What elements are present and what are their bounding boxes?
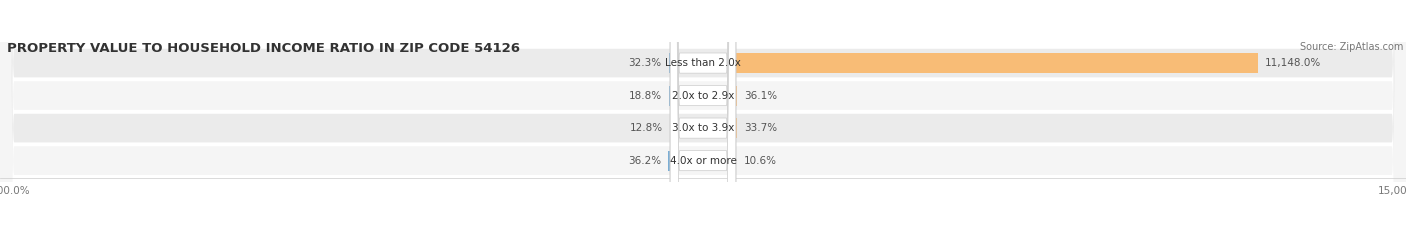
Text: 33.7%: 33.7% [744, 123, 778, 133]
Text: 18.8%: 18.8% [628, 91, 662, 101]
FancyBboxPatch shape [671, 0, 735, 233]
FancyBboxPatch shape [671, 0, 735, 233]
Text: 32.3%: 32.3% [628, 58, 662, 68]
Bar [735, 118, 737, 138]
Text: 3.0x to 3.9x: 3.0x to 3.9x [672, 123, 734, 133]
Bar [669, 53, 671, 73]
Text: 11,148.0%: 11,148.0% [1265, 58, 1322, 68]
Text: 36.2%: 36.2% [628, 156, 661, 166]
FancyBboxPatch shape [671, 0, 735, 233]
Text: 12.8%: 12.8% [630, 123, 662, 133]
Text: PROPERTY VALUE TO HOUSEHOLD INCOME RATIO IN ZIP CODE 54126: PROPERTY VALUE TO HOUSEHOLD INCOME RATIO… [7, 42, 520, 55]
Text: Less than 2.0x: Less than 2.0x [665, 58, 741, 68]
Bar [668, 151, 671, 171]
Text: 2.0x to 2.9x: 2.0x to 2.9x [672, 91, 734, 101]
Bar [735, 86, 738, 106]
Text: Source: ZipAtlas.com: Source: ZipAtlas.com [1299, 42, 1403, 52]
Text: 4.0x or more: 4.0x or more [669, 156, 737, 166]
Bar [735, 53, 1258, 73]
Text: 36.1%: 36.1% [745, 91, 778, 101]
Text: 10.6%: 10.6% [744, 156, 776, 166]
FancyBboxPatch shape [671, 0, 735, 233]
